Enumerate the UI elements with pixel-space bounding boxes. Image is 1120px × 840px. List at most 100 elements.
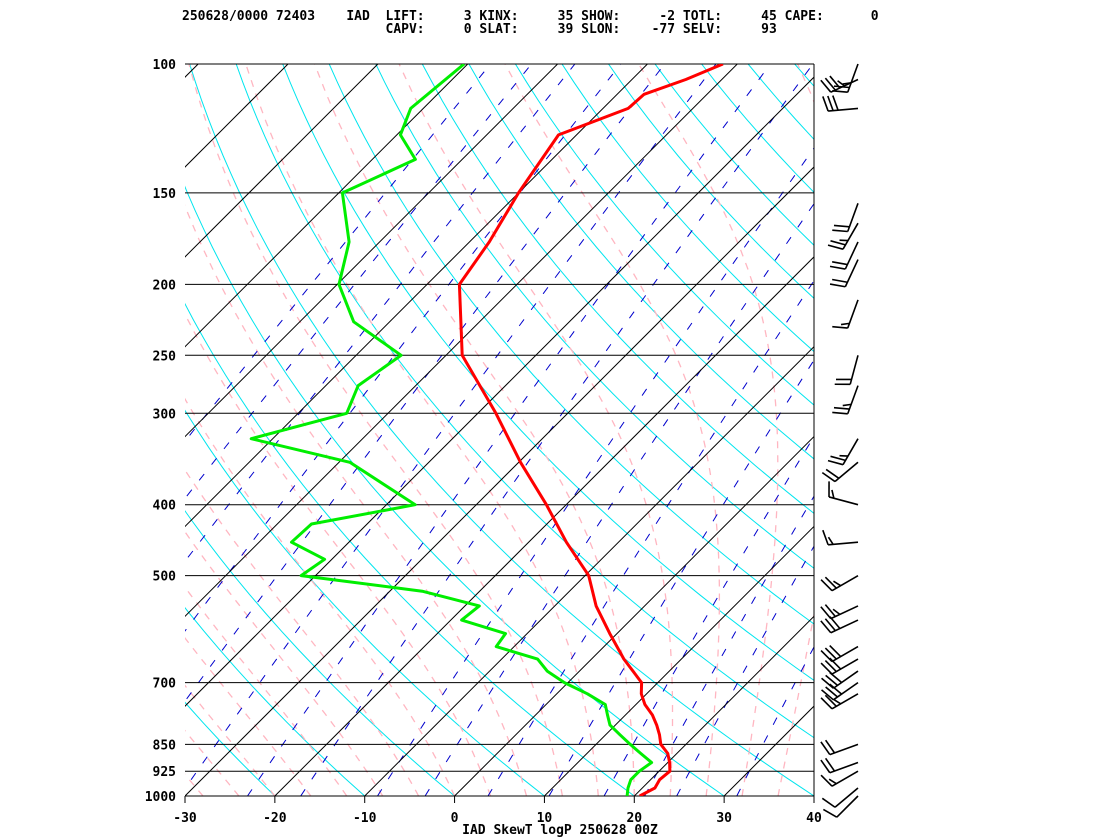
wind-barb-feather xyxy=(820,697,833,710)
wind-barb xyxy=(820,616,859,634)
wind-barb-staff xyxy=(842,222,859,250)
mixing-ratio-line xyxy=(603,435,814,796)
wind-barb-feather xyxy=(827,95,834,111)
wind-barb-feather xyxy=(824,618,836,632)
isobars xyxy=(185,63,815,797)
wind-barb xyxy=(820,645,859,663)
dry-adiabat-line xyxy=(514,64,814,406)
wind-barb-feather xyxy=(820,662,833,675)
wind-barb-feather xyxy=(824,739,836,754)
wind-barb-feather xyxy=(829,283,846,288)
wind-barb-feather xyxy=(825,674,839,687)
dry-adiabat-line xyxy=(375,64,814,569)
isotherm-line xyxy=(185,64,469,348)
wind-barb-feather xyxy=(833,580,842,587)
wind-barb-feather xyxy=(824,77,836,91)
profiles xyxy=(249,64,724,796)
mixing-ratio-line xyxy=(185,64,532,500)
temperature-tick-label: -30 xyxy=(173,811,197,826)
wind-barb-feather xyxy=(830,455,846,462)
chart-title: IAD SkewT logP 250628 00Z xyxy=(462,823,658,838)
wind-barb-feather xyxy=(833,224,850,228)
moist-adiabat-line xyxy=(185,729,240,796)
dry-adiabat-line xyxy=(185,185,725,796)
wind-barb-feather xyxy=(820,579,833,592)
dry-adiabat-line xyxy=(841,64,1120,796)
moist-adiabat-line xyxy=(0,64,95,796)
temperature-tick-label: 10 xyxy=(537,811,553,826)
wind-barb xyxy=(820,604,859,620)
wind-barbs xyxy=(820,63,859,818)
wind-barb-feather xyxy=(824,757,836,772)
dry-adiabat-line xyxy=(189,64,814,796)
wind-barb xyxy=(820,657,859,675)
isotherm-line xyxy=(364,346,814,796)
wind-barb-feather xyxy=(828,778,837,785)
moist-adiabat-line xyxy=(0,64,131,796)
dry-adiabat-line xyxy=(282,64,814,682)
wind-barb-feather xyxy=(821,797,836,808)
isotherm-line xyxy=(185,64,738,617)
wind-barb xyxy=(829,241,859,270)
mixing-ratio-line xyxy=(487,279,814,796)
wind-barb-staff xyxy=(830,619,859,634)
isotherm-line xyxy=(904,64,1120,796)
temperature-tick-label: 0 xyxy=(451,811,459,826)
dry-adiabats xyxy=(185,64,1120,796)
wind-barb xyxy=(832,203,859,233)
wind-barb-feather xyxy=(837,80,845,87)
wind-barb xyxy=(827,222,859,250)
wind-barb-feather xyxy=(829,645,842,658)
wind-barb-feather xyxy=(832,229,848,233)
dry-adiabat-line xyxy=(747,64,814,141)
wind-barb-feather xyxy=(820,650,833,663)
dry-adiabat-line xyxy=(185,409,545,796)
wind-barb-feather xyxy=(824,647,837,660)
dry-adiabat-line xyxy=(328,64,814,625)
wind-barb-feather xyxy=(821,689,834,701)
pressure-tick-label: 250 xyxy=(153,349,177,364)
mixing-ratio-line xyxy=(736,645,814,796)
wind-barb-feather xyxy=(842,82,852,85)
pressure-tick-label: 150 xyxy=(153,187,177,202)
isotherm-line xyxy=(723,705,814,796)
wind-barb-feather xyxy=(824,604,836,618)
dry-adiabat-line xyxy=(654,64,814,246)
dry-adiabat-line xyxy=(468,64,814,460)
dry-adiabat-line xyxy=(185,302,635,796)
dry-adiabat-line xyxy=(561,64,814,353)
wind-barb-staff xyxy=(834,461,859,483)
mixing-ratio-line xyxy=(185,64,491,442)
wind-barb xyxy=(820,770,859,787)
indices-line-1: 250628/0000 72403 IAD LIFT: 3 KINX: 35 S… xyxy=(182,9,879,24)
wind-barb-feather xyxy=(827,536,834,545)
wind-barb xyxy=(820,574,859,592)
wind-barb-feather xyxy=(832,608,841,616)
dry-adiabat-line xyxy=(934,64,1120,796)
wind-barb-feather xyxy=(831,489,835,499)
wind-barb-feather xyxy=(824,576,837,589)
moist-adiabat-line xyxy=(185,684,276,796)
wind-barb xyxy=(829,259,859,288)
pressure-tick-label: 925 xyxy=(153,765,176,780)
wind-barb-feather xyxy=(832,411,848,415)
moist-adiabat-line xyxy=(0,64,167,796)
wind-barb xyxy=(820,739,859,756)
temperature-tick-label: -20 xyxy=(263,811,287,826)
temperature-tick-label: -10 xyxy=(353,811,377,826)
wind-barb-feather xyxy=(825,686,839,698)
wind-barb-feather xyxy=(829,265,846,270)
wind-barb-feather xyxy=(830,240,846,246)
wind-barb xyxy=(822,95,859,112)
wind-barb-feather xyxy=(820,741,831,756)
mixing-ratio-line xyxy=(185,64,665,702)
pressure-tick-label: 400 xyxy=(153,499,177,514)
isotherm-line xyxy=(0,64,108,796)
wind-barb-feather xyxy=(827,244,844,250)
wind-barb-feather xyxy=(821,471,836,483)
dry-adiabat-line xyxy=(888,64,1120,796)
wind-barb-staff xyxy=(830,605,859,620)
wind-barb-feather xyxy=(833,406,850,410)
dry-adiabat-line xyxy=(794,64,814,87)
wind-barb-feather xyxy=(840,322,850,326)
